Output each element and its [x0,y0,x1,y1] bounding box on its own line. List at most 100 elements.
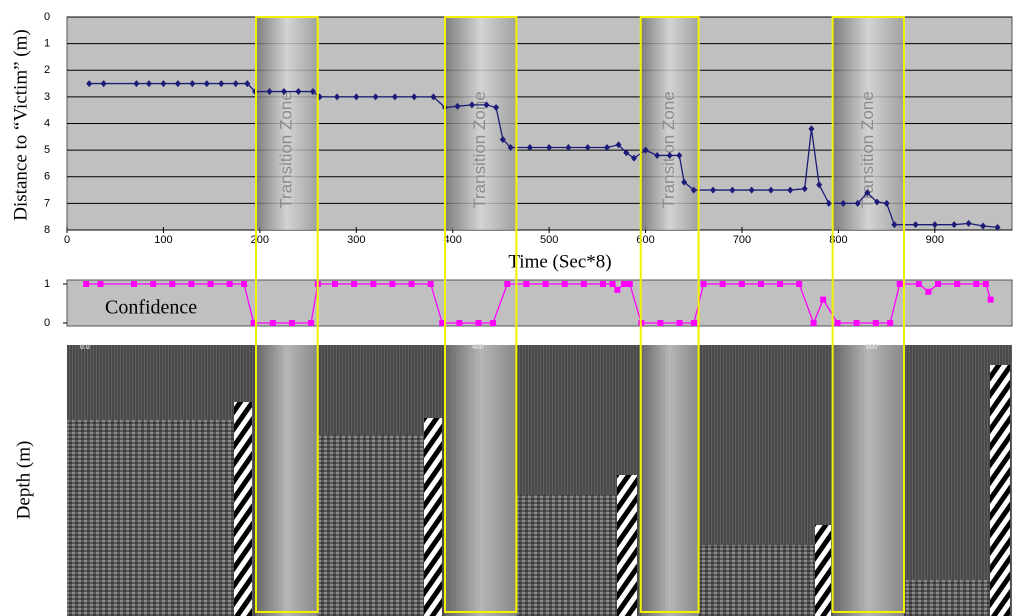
x-tick-label: 400 [444,234,462,246]
radar-y-label: Depth (m) [13,441,34,520]
radar-band [67,420,237,616]
y-tick-label: 0 [44,11,50,23]
zone-shade [833,345,904,616]
point [988,297,994,303]
point [490,320,496,326]
point [897,281,903,287]
zone-label: Transition Zone [659,91,678,208]
y-tick-label: 1 [44,38,50,50]
point [523,281,529,287]
x-tick-label: 700 [733,234,751,246]
point [581,281,587,287]
point [188,281,194,287]
x-tick-label: 600 [636,234,654,246]
radar-artifact [424,418,442,616]
point [456,320,462,326]
point [835,320,841,326]
x-tick-label: 100 [154,234,172,246]
point [600,281,606,287]
radar-band [697,545,817,616]
point [954,281,960,287]
point [610,281,616,287]
radar-image [67,345,1012,616]
x-tick-label: 200 [251,234,269,246]
point [504,281,510,287]
radar-artifact [234,402,252,616]
point [916,281,922,287]
point [701,281,707,287]
radar-top-label: 0.0 [80,344,90,351]
x-tick-label: 500 [540,234,558,246]
point [409,281,415,287]
page: Depth (m) 0.0 400 800 0 1 2 3 4 5 6 7 8 0 100 200 30… [0,0,1033,616]
point [428,281,434,287]
point [973,281,979,287]
y-tick-label: 0 [44,317,50,329]
radar-artifact [990,365,1010,616]
point [796,281,802,287]
zone-shade [445,345,516,616]
point [289,320,295,326]
y-tick-label: 5 [44,144,50,156]
point [887,320,893,326]
point [983,281,989,287]
point [614,287,620,293]
zone-shade [256,345,318,616]
zone-shade [641,345,699,616]
point [351,281,357,287]
point [854,320,860,326]
point [777,281,783,287]
point [98,281,104,287]
point [873,320,879,326]
point [621,281,627,287]
point [820,297,826,303]
point [543,281,549,287]
x-tick-label: 900 [926,234,944,246]
x-tick-label: 300 [347,234,365,246]
point [208,281,214,287]
y-tick-label: 3 [44,91,50,103]
point [811,320,817,326]
radar-top-label: 400 [472,344,484,351]
point [270,320,276,326]
radar-band [317,435,432,616]
point [739,281,745,287]
y-axis-label: Distance to “Victim” (m) [10,29,31,220]
point [476,320,482,326]
point [332,281,338,287]
y-tick-label: 4 [44,117,50,129]
point [308,320,314,326]
point [169,281,175,287]
point [677,320,683,326]
point [131,281,137,287]
point [657,320,663,326]
point [758,281,764,287]
point [720,281,726,287]
y-tick-label: 2 [44,64,50,76]
radar-band [903,580,993,616]
point [227,281,233,287]
point [627,281,633,287]
y-tick-label: 8 [44,224,50,236]
point [389,281,395,287]
x-tick-label: 0 [64,234,70,246]
point [241,281,247,287]
radar-top-label: 800 [866,344,878,351]
y-tick-label: 1 [44,278,50,290]
radar-artifact [617,475,637,616]
radar-band [515,495,620,616]
point [370,281,376,287]
x-axis-label: Time (Sec*8) [508,251,611,272]
radar-artifact [815,525,831,616]
point [562,281,568,287]
zone-label: Transition Zone [470,91,489,208]
point [150,281,156,287]
y-tick-label: 6 [44,171,50,183]
point [83,281,89,287]
y-tick-label: 7 [44,197,50,209]
chart: Depth (m) 0.0 400 800 0 1 2 3 4 5 6 7 8 0 100 200 30… [0,0,1033,616]
zone-label: Transition Zone [276,91,295,208]
point [935,281,941,287]
point [691,320,697,326]
panel-label: Confidence [105,297,197,319]
